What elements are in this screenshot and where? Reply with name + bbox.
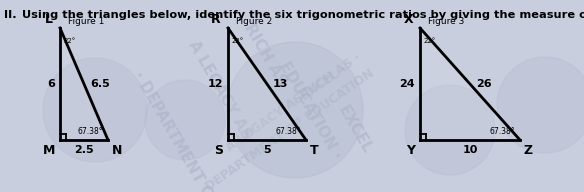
Text: Y: Y: [406, 144, 415, 157]
Text: 10: 10: [463, 145, 478, 155]
Text: · DEPARTMENT OF: · DEPARTMENT OF: [130, 69, 220, 192]
Text: X: X: [404, 13, 413, 26]
Text: 5: 5: [263, 145, 271, 155]
Polygon shape: [228, 28, 306, 140]
Text: 6: 6: [47, 79, 55, 89]
Text: T: T: [310, 144, 319, 157]
Text: 22°: 22°: [424, 38, 436, 44]
Circle shape: [405, 85, 495, 175]
Text: Figure 1: Figure 1: [68, 17, 105, 26]
Circle shape: [497, 57, 584, 153]
Text: II.: II.: [4, 10, 16, 20]
Text: Z: Z: [524, 144, 533, 157]
Polygon shape: [60, 28, 108, 140]
Text: Figure 3: Figure 3: [428, 17, 464, 26]
Text: 6.5: 6.5: [90, 79, 110, 89]
Text: M: M: [43, 144, 55, 157]
Text: RICH AS: RICH AS: [241, 21, 289, 89]
Text: Figure 2: Figure 2: [236, 17, 272, 26]
Text: · A LEGACY AS RICH AS ·: · A LEGACY AS RICH AS ·: [216, 51, 364, 159]
Text: A LEGACY AS: A LEGACY AS: [186, 38, 255, 142]
Text: EDUCATION ·: EDUCATION ·: [276, 59, 344, 161]
Text: 2.5: 2.5: [74, 145, 94, 155]
Text: 67.38°: 67.38°: [489, 127, 515, 136]
Text: 22°: 22°: [232, 38, 244, 44]
Text: 22°: 22°: [64, 38, 77, 44]
Circle shape: [227, 42, 363, 178]
Circle shape: [145, 80, 225, 160]
Text: 26: 26: [476, 79, 492, 89]
Text: 24: 24: [399, 79, 415, 89]
Text: S: S: [214, 144, 223, 157]
Text: DEPARTMENT OF EDUCATION: DEPARTMENT OF EDUCATION: [203, 67, 377, 192]
Circle shape: [43, 58, 147, 162]
Text: EXCEL: EXCEL: [335, 103, 375, 157]
Text: · EXCEL ·: · EXCEL ·: [291, 62, 349, 108]
Text: 67.38°: 67.38°: [276, 127, 301, 136]
Text: L: L: [45, 13, 53, 26]
Text: 13: 13: [273, 79, 288, 89]
Text: Using the triangles below, identify the six trigonometric ratios by giving the m: Using the triangles below, identify the …: [22, 10, 584, 20]
Text: R: R: [211, 13, 221, 26]
Text: 67.38°: 67.38°: [77, 127, 103, 136]
Text: N: N: [112, 144, 123, 157]
Polygon shape: [420, 28, 520, 140]
Text: 12: 12: [207, 79, 223, 89]
